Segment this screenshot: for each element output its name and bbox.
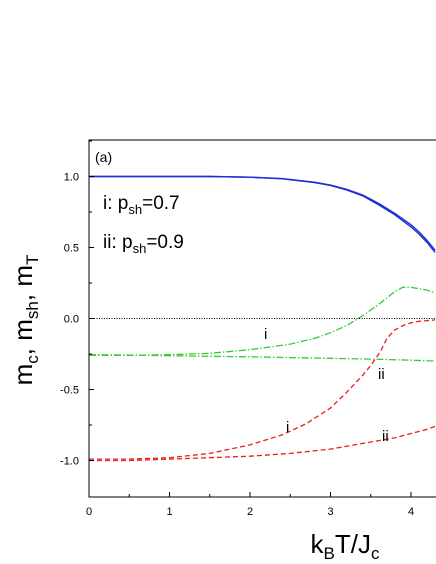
curve-label-green-ii: ii [378, 366, 385, 383]
x-tick-label: 4 [408, 506, 414, 518]
y-tick-label: -1.0 [60, 456, 79, 468]
y-tick-label: 0.0 [64, 314, 79, 326]
y-tick-label: 1.0 [64, 172, 79, 184]
x-tick-label: 3 [327, 506, 333, 518]
x-tick-label: 0 [86, 506, 92, 518]
x-ticks: 0 1 2 3 4 [86, 492, 414, 518]
x-tick-label: 1 [166, 506, 172, 518]
curve-label-red-ii: ii [382, 428, 389, 445]
y-ticks: 1.0 0.5 0.0 -0.5 -1.0 [60, 140, 94, 468]
y-tick-label: 0.5 [64, 243, 79, 255]
x-axis-label: kBT/Jc [311, 529, 380, 563]
series-line-green-ii [89, 354, 436, 362]
legend-line-2: ii: psh=0.9 [103, 232, 184, 256]
y-axis-label: mc, msh, mT [8, 255, 42, 386]
panel-label: (a) [95, 149, 112, 165]
legend-line-1: i: psh=0.7 [103, 193, 180, 217]
curve-label-green-i: i [264, 326, 267, 343]
x-tick-label: 2 [247, 506, 253, 518]
plot-area [89, 175, 436, 462]
series-line-blue-ii [89, 175, 436, 253]
series-line-red-i [89, 319, 436, 460]
series-line-red-ii [89, 425, 436, 462]
curve-label-red-i: i [286, 419, 289, 436]
y-tick-label: -0.5 [60, 385, 79, 397]
series-line-green-i [89, 286, 436, 357]
